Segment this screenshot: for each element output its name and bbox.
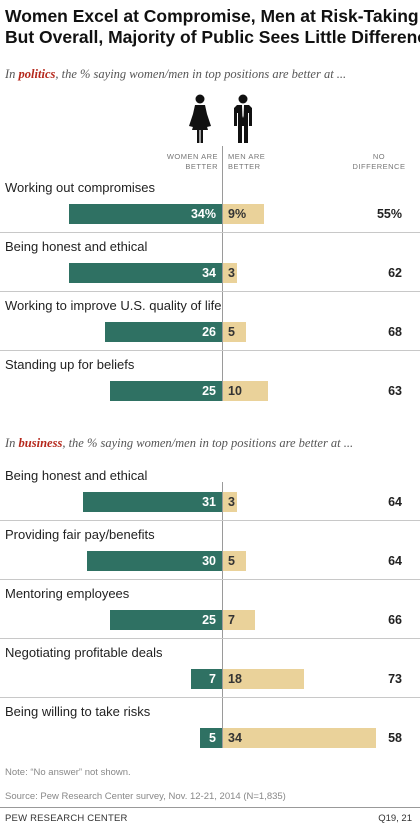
politics-intro: In politics, the % saying women/men in t…: [5, 67, 346, 82]
politics-intro-post: , the % saying women/men in top position…: [55, 67, 347, 81]
business-bar-women: [82, 492, 222, 512]
header-no-difference: NO DIFFERENCE: [344, 152, 414, 172]
politics-row-label: Being honest and ethical: [5, 239, 148, 254]
business-keyword: business: [18, 436, 63, 450]
politics-value-no-difference: 68: [388, 325, 402, 339]
business-row-divider: [0, 579, 420, 580]
politics-row-label: Working out compromises: [5, 180, 156, 195]
politics-bar-women: [69, 263, 222, 283]
politics-bar-women: [69, 204, 222, 224]
footer-ref: Q19, 21: [378, 813, 412, 824]
business-value-no-difference: 64: [388, 554, 402, 568]
politics-value-no-difference: 55%: [376, 207, 402, 221]
chart-title: Women Excel at Compromise, Men at Risk-T…: [5, 6, 420, 48]
business-bar-men: [223, 551, 246, 571]
politics-value-men: 10: [228, 384, 242, 398]
politics-row-divider: [0, 232, 420, 233]
business-value-women: 7: [209, 672, 216, 686]
business-row-label: Being honest and ethical: [5, 468, 148, 483]
business-intro-pre: In: [5, 436, 19, 450]
business-value-no-difference: 64: [388, 495, 402, 509]
woman-icon: [189, 94, 211, 143]
header-men-better: MEN ARE BETTER: [228, 152, 288, 172]
politics-value-men: 5: [228, 325, 235, 339]
politics-value-no-difference: 63: [388, 384, 402, 398]
man-icon: [234, 94, 252, 143]
business-value-no-difference: 58: [388, 731, 402, 745]
business-value-men: 3: [228, 495, 235, 509]
footer-rule: [0, 807, 420, 808]
business-row-label: Negotiating profitable deals: [5, 645, 163, 660]
business-value-men: 5: [228, 554, 235, 568]
title-line-1: Women Excel at Compromise, Men at Risk-T…: [5, 6, 420, 26]
business-row-label: Providing fair pay/benefits: [5, 527, 155, 542]
business-row-label: Mentoring employees: [5, 586, 130, 601]
business-bar-women: [190, 669, 222, 689]
business-bar-men: [223, 669, 304, 689]
business-intro-post: , the % saying women/men in top position…: [62, 436, 354, 450]
politics-bar-women: [109, 381, 222, 401]
politics-bar-men: [223, 204, 264, 224]
politics-value-women: 25: [202, 384, 216, 398]
business-intro: In business, the % saying women/men in t…: [5, 436, 353, 451]
business-value-women: 30: [202, 554, 216, 568]
business-row-divider: [0, 638, 420, 639]
politics-intro-pre: In: [5, 67, 19, 81]
business-value-no-difference: 73: [388, 672, 402, 686]
politics-bar-men: [223, 381, 268, 401]
politics-value-women: 26: [202, 325, 216, 339]
politics-value-no-difference: 62: [388, 266, 402, 280]
politics-value-women: 34%: [190, 207, 216, 221]
title-line-2: But Overall, Majority of Public Sees Lit…: [5, 27, 420, 47]
business-row-divider: [0, 520, 420, 521]
business-bar-women: [199, 728, 222, 748]
header-men-line2: BETTER: [228, 162, 261, 171]
business-value-no-difference: 66: [388, 613, 402, 627]
header-nodiff-line2: DIFFERENCE: [352, 162, 406, 171]
politics-keyword: politics: [18, 67, 56, 81]
business-row-label: Being willing to take risks: [5, 704, 151, 719]
politics-row-label: Working to improve U.S. quality of life: [5, 298, 222, 313]
note: Note: “No answer” not shown.: [5, 767, 131, 778]
source: Source: Pew Research Center survey, Nov.…: [5, 791, 286, 802]
business-value-women: 31: [202, 495, 216, 509]
header-men-line1: MEN ARE: [228, 152, 266, 161]
business-value-women: 5: [209, 731, 216, 745]
business-bar-men: [223, 492, 237, 512]
business-value-men: 34: [228, 731, 242, 745]
header-women-line2: BETTER: [185, 162, 218, 171]
politics-axis-line: [222, 146, 223, 401]
politics-value-women: 34: [202, 266, 216, 280]
business-bar-women: [87, 551, 222, 571]
business-row-divider: [0, 697, 420, 698]
header-women-better: WOMEN ARE BETTER: [158, 152, 218, 172]
politics-value-men: 3: [228, 266, 235, 280]
politics-row-label: Standing up for beliefs: [5, 357, 135, 372]
business-value-men: 18: [228, 672, 242, 686]
business-bar-women: [109, 610, 222, 630]
business-axis-line: [222, 482, 223, 748]
business-value-women: 25: [202, 613, 216, 627]
business-bar-men: [223, 610, 255, 630]
header-women-line1: WOMEN ARE: [166, 152, 218, 161]
politics-bar-men: [223, 322, 246, 342]
footer-org: PEW RESEARCH CENTER: [5, 813, 128, 824]
politics-bar-men: [223, 263, 237, 283]
business-value-men: 7: [228, 613, 235, 627]
politics-row-divider: [0, 350, 420, 351]
header-nodiff-line1: NO: [372, 152, 386, 161]
politics-bar-women: [105, 322, 222, 342]
politics-value-men: 9%: [228, 207, 247, 221]
business-bar-men: [223, 728, 376, 748]
politics-row-divider: [0, 291, 420, 292]
